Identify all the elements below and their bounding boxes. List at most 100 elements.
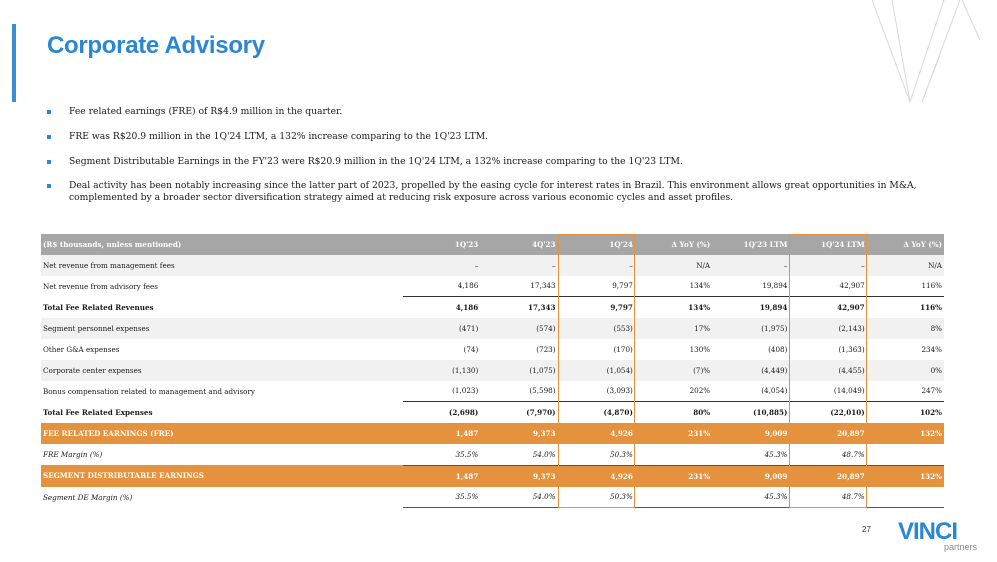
value-cell: (553) [557,318,635,339]
row-label-cell: Other G&A expenses [43,344,120,354]
value-cell: (2,143) [789,318,867,339]
header-cell: Δ YoY (%) [634,234,713,255]
row-label-cell: Segment DE Margin (%) [43,492,133,502]
value-cell: (22,010) [789,401,867,424]
value-cell: (4,455) [789,359,867,381]
value-cell: – [480,254,558,276]
value-cell: (1,054) [557,359,635,381]
financial-table: (R$ thousands, unless mentioned) 1Q'23 4… [41,234,944,509]
value-cell: 19,894 [762,281,788,291]
table-row: FEE RELATED EARNINGS (FRE) 1,487 9,373 4,92… [41,423,944,444]
value-cell: 50.3% [557,443,635,466]
value-cell: 234% [921,344,942,354]
value-cell: (14,049) [833,386,865,396]
header-cell: 1Q'23 LTM [712,234,790,255]
value-cell: 9,373 [480,465,558,487]
header-cell: (R$ thousands, unless mentioned) [41,234,403,255]
svg-text:partners: partners [944,542,978,552]
value-cell: (74) [463,344,479,354]
value-cell: 9,797 [612,281,633,291]
value-cell: 42,907 [789,296,867,319]
value-cell: 8% [866,318,944,339]
value-cell: (10,885) [712,401,790,424]
page-number: 27 [862,525,871,534]
value-cell [634,443,713,466]
value-cell: (170) [613,344,633,354]
table-row: Segment personnel expenses (471) (574) (553… [41,318,944,339]
value-cell: 9,797 [557,296,635,319]
value-cell: 35.5% [403,443,481,466]
value-cell: – [789,254,867,276]
row-label-cell: FRE Margin (%) [43,450,103,460]
value-cell: (1,975) [712,318,790,339]
header-cell: Δ YoY (%) [866,234,944,255]
value-cell: 116% [921,281,942,291]
row-label-cell: Total Fee Related Expenses [43,408,153,418]
bullet-square-icon [47,184,51,188]
value-cell: 50.3% [557,486,635,509]
header-cell: 1Q'23 [403,234,481,255]
value-cell: 48.7% [789,443,867,466]
bullet-square-icon [47,135,51,139]
bullet-item: Deal activity has been notably increasin… [44,180,944,204]
value-cell: (7)% [634,359,713,381]
value-cell: 17% [634,318,713,339]
value-cell: (3,093) [606,386,633,396]
value-cell: 231% [634,465,713,487]
value-cell: 247% [921,386,942,396]
value-cell: 102% [866,401,944,424]
value-cell: 231% [634,423,713,444]
value-cell: 202% [689,386,711,396]
table-row: Total Fee Related Revenues 4,186 17,343 9,7… [41,296,944,319]
value-cell: 134% [689,281,711,291]
table-row: Net revenue from management fees – – – N/A – –… [41,254,944,276]
bullet-item: Segment Distributable Earnings in the FY… [44,156,944,168]
value-cell: (2,698) [403,401,481,424]
value-cell: 54.0% [480,486,558,509]
row-label-cell: Total Fee Related Revenues [43,303,154,313]
table-row: FRE Margin (%) 35.5% 54.0% 50.3% 45.3% 48.7% [41,443,944,466]
value-cell [866,443,944,466]
header-cell: 4Q'23 [480,234,558,255]
row-label-cell: SEGMENT DISTRIBUTABLE EARNINGS [41,465,403,487]
row-label-cell: Net revenue from advisory fees [43,281,158,291]
vinci-partners-logo: VINCI partners [898,518,978,552]
bullet-item: FRE was R$20.9 million in the 1Q'24 LTM,… [44,131,944,143]
financial-table-wrapper: (R$ thousands, unless mentioned) 1Q'23 4… [41,234,944,509]
value-cell: (5,598) [529,386,556,396]
value-cell: 20,897 [789,465,867,487]
bullet-item: Fee related earnings (FRE) of R$4.9 mill… [44,106,944,118]
bullet-list: Fee related earnings (FRE) of R$4.9 mill… [44,106,944,217]
table-row: Net revenue from advisory fees 4,186 17,34… [41,276,944,297]
value-cell: (408) [768,344,788,354]
table-body: Net revenue from management fees – – – N/A – –… [41,254,944,509]
value-cell [866,486,944,509]
table-row: Corporate center expenses (1,130) (1,075)(… [41,359,944,381]
row-label-cell: Corporate center expenses [41,359,403,381]
value-cell: (1,023) [452,386,479,396]
value-cell: (574) [480,318,558,339]
value-cell: 132% [866,423,944,444]
table-row: Segment DE Margin (%) 35.5% 54.0% 50.3% 45.3… [41,486,944,509]
value-cell: (723) [536,344,556,354]
value-cell: 132% [866,465,944,487]
value-cell: 42,907 [839,281,865,291]
value-cell: 134% [634,296,713,319]
value-cell: 17,343 [480,296,558,319]
table-row: Total Fee Related Expenses (2,698) (7,970)… [41,401,944,424]
value-cell: 54.0% [480,443,558,466]
value-cell: 9,373 [480,423,558,444]
value-cell: 45.3% [712,486,790,509]
value-cell: 17,343 [530,281,556,291]
value-cell: (4,449) [712,359,790,381]
value-cell [634,486,713,509]
bullet-square-icon [47,110,51,114]
page-title: Corporate Advisory [47,32,265,59]
value-cell: – [403,254,481,276]
value-cell: 35.5% [403,486,481,509]
value-cell: (1,075) [480,359,558,381]
value-cell: (471) [403,318,481,339]
row-label-cell: Net revenue from management fees [41,254,403,276]
value-cell: 9,009 [712,423,790,444]
value-cell: 4,186 [403,296,481,319]
